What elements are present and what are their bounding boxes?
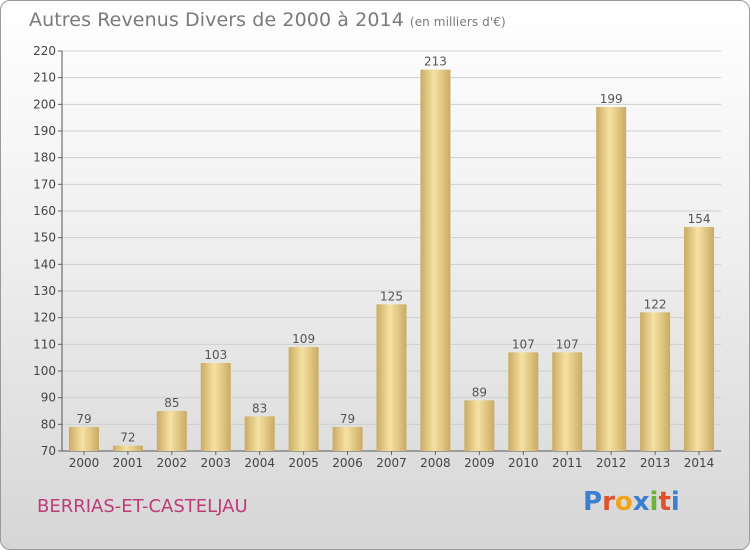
- x-tick-label: 2003: [200, 456, 231, 470]
- bar: [332, 427, 363, 451]
- data-label: 83: [252, 401, 267, 415]
- y-tick-label: 130: [33, 284, 56, 298]
- chart-title: Autres Revenus Divers de 2000 à 2014 (en …: [29, 9, 506, 31]
- y-tick-label: 70: [41, 444, 56, 458]
- x-tick-label: 2010: [508, 456, 539, 470]
- bar: [156, 411, 187, 451]
- y-tick-label: 120: [33, 311, 56, 325]
- data-label: 79: [76, 412, 91, 426]
- data-label: 199: [600, 92, 623, 106]
- x-tick-label: 2009: [464, 456, 495, 470]
- data-label: 103: [204, 348, 227, 362]
- logo-letter: x: [632, 487, 650, 517]
- bar: [68, 427, 99, 451]
- y-tick-label: 150: [33, 231, 56, 245]
- data-label: 213: [424, 55, 447, 69]
- bar: [200, 363, 231, 451]
- y-tick-label: 110: [33, 337, 56, 351]
- logo-letter: r: [602, 487, 615, 517]
- bar: [640, 312, 671, 451]
- bar: [684, 227, 715, 451]
- bar: [552, 352, 583, 451]
- y-tick-label: 180: [33, 151, 56, 165]
- location-name: BERRIAS-ET-CASTELJAU: [37, 496, 248, 517]
- x-tick-label: 2002: [157, 456, 188, 470]
- x-tick-label: 2005: [288, 456, 319, 470]
- data-label: 79: [340, 412, 355, 426]
- x-tick-label: 2008: [420, 456, 451, 470]
- logo-letter: i: [649, 487, 659, 517]
- data-label: 72: [120, 431, 135, 445]
- bar: [376, 304, 407, 451]
- bar: [244, 416, 275, 451]
- data-label: 122: [644, 297, 667, 311]
- data-label: 154: [688, 212, 711, 226]
- data-label: 125: [380, 289, 403, 303]
- y-tick-label: 100: [33, 364, 56, 378]
- bar: [288, 347, 319, 451]
- y-tick-label: 170: [33, 177, 56, 191]
- x-tick-label: 2007: [376, 456, 407, 470]
- y-tick-label: 200: [33, 97, 56, 111]
- proxiti-logo: Proxiti: [583, 487, 680, 517]
- x-tick-label: 2004: [244, 456, 275, 470]
- logo-letter: o: [614, 487, 633, 517]
- logo-letter: P: [583, 487, 603, 517]
- y-tick-label: 80: [41, 417, 56, 431]
- chart-title-text: Autres Revenus Divers de 2000 à 2014: [29, 9, 404, 31]
- data-label: 107: [512, 337, 535, 351]
- bar: [420, 69, 451, 452]
- y-tick-label: 220: [33, 44, 56, 58]
- bars: [68, 69, 715, 452]
- labels: 79 2000 72 2001 85 2002 103 2003 83 2004 109 2005 79…: [69, 55, 715, 470]
- x-tick-label: 2006: [332, 456, 363, 470]
- y-tick-label: 190: [33, 124, 56, 138]
- x-tick-label: 2014: [684, 456, 715, 470]
- data-label: 85: [164, 396, 179, 410]
- logo-letter: t: [658, 487, 671, 517]
- chart-subtitle: (en milliers d'€): [409, 15, 506, 29]
- data-label: 107: [556, 337, 579, 351]
- x-tick-label: 2012: [596, 456, 627, 470]
- y-tick-label: 160: [33, 204, 56, 218]
- bar: [508, 352, 539, 451]
- y-tick-label: 210: [33, 71, 56, 85]
- x-tick-label: 2000: [69, 456, 100, 470]
- bar: [112, 445, 143, 451]
- bar: [464, 400, 495, 451]
- x-tick-label: 2001: [113, 456, 144, 470]
- y-tick-label: 90: [41, 391, 56, 405]
- x-tick-label: 2013: [640, 456, 671, 470]
- y-tick-label: 140: [33, 257, 56, 271]
- data-label: 89: [472, 385, 487, 399]
- data-label: 109: [292, 332, 315, 346]
- x-tick-label: 2011: [552, 456, 583, 470]
- bar: [596, 107, 627, 451]
- logo-letter: i: [670, 487, 680, 517]
